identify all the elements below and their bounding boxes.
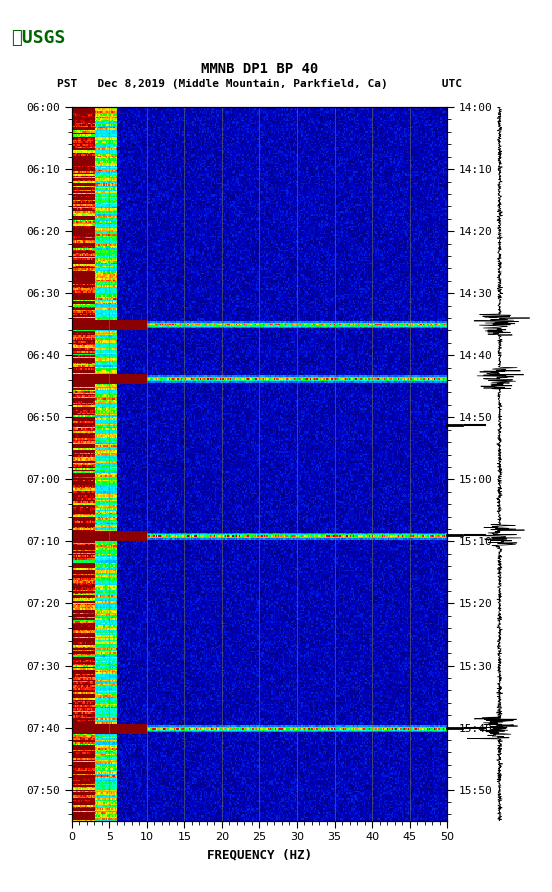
X-axis label: FREQUENCY (HZ): FREQUENCY (HZ) [207,848,312,861]
Text: MMNB DP1 BP 40: MMNB DP1 BP 40 [201,62,318,76]
Text: PST   Dec 8,2019 (Middle Mountain, Parkfield, Ca)        UTC: PST Dec 8,2019 (Middle Mountain, Parkfie… [57,79,462,89]
Text: ⊿USGS: ⊿USGS [11,29,66,46]
